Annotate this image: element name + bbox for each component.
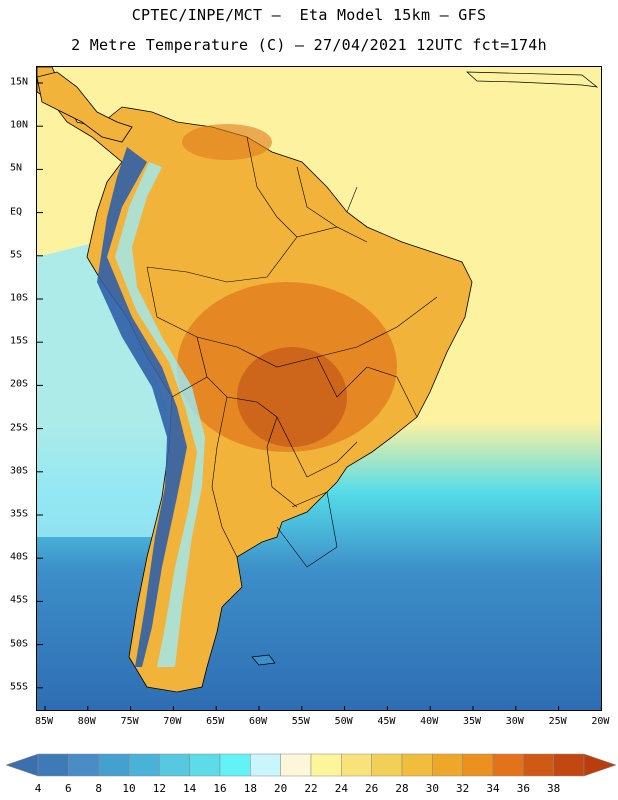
colorbar-label: 38 — [547, 782, 561, 795]
colorbar-label: 14 — [183, 782, 197, 795]
latitude-label: 15S — [10, 335, 29, 347]
colorbar-label: 12 — [152, 782, 166, 795]
colorbar-swatch — [189, 753, 221, 777]
map-title-line-2: 2 Metre Temperature (C) – 27/04/2021 12U… — [71, 36, 547, 54]
latitude-label: 30S — [10, 465, 29, 477]
hottest-core-region — [237, 347, 347, 447]
country-borders — [146, 136, 438, 568]
latitude-label: 5N — [10, 162, 23, 174]
colorbar-label: 28 — [395, 782, 409, 795]
latitude-label: 10N — [10, 119, 29, 131]
colorbar-label: 16 — [213, 782, 227, 795]
colorbar-low-arrow — [5, 753, 39, 777]
colorbar-high-arrow — [583, 753, 617, 777]
latitude-label: 20S — [10, 378, 29, 390]
andes-cold-strip — [97, 147, 187, 667]
pacific-cool-band — [37, 242, 177, 537]
map-canvas — [37, 67, 601, 710]
latitude-label: 25S — [10, 422, 29, 434]
central-america-land — [37, 71, 133, 143]
temperature-map — [36, 66, 602, 711]
colorbar-swatch — [310, 753, 342, 777]
colorbar-swatch — [250, 753, 281, 777]
colorbar-label: 26 — [365, 782, 379, 795]
latitude-label: 50S — [10, 638, 29, 650]
colorbar-swatch — [462, 753, 494, 777]
colorbar-label: 30 — [425, 782, 439, 795]
latitude-label: 5S — [10, 249, 23, 261]
latitude-ticks — [37, 82, 43, 689]
colorbar-label: 6 — [65, 782, 72, 795]
latitude-label: 35S — [10, 508, 29, 520]
colorbar-swatch — [37, 753, 69, 777]
colorbar-swatch — [371, 753, 403, 777]
longitude-label: 20W — [591, 716, 610, 727]
latitude-label: 10S — [10, 292, 29, 304]
colorbar-swatch — [523, 753, 554, 777]
latitude-label: 40S — [10, 551, 29, 563]
colorbar-swatch — [492, 753, 524, 777]
colorbar — [5, 753, 617, 777]
colorbar-swatch — [68, 753, 99, 777]
colorbar-swatch — [432, 753, 463, 777]
colorbar-swatch — [159, 753, 190, 777]
colorbar-swatch — [128, 753, 160, 777]
latitude-label: EQ — [10, 206, 23, 218]
longitude-label: 45W — [377, 716, 396, 727]
colorbar-swatch — [280, 753, 312, 777]
colorbar-swatch — [98, 753, 130, 777]
longitude-label: 35W — [462, 716, 482, 727]
longitude-label: 60W — [248, 716, 268, 727]
colorbar-label: 4 — [34, 782, 42, 795]
colorbar-label: 20 — [274, 782, 288, 795]
caribbean-islands — [466, 71, 599, 88]
northern-hot-region — [182, 124, 272, 160]
colorbar-label: 34 — [486, 782, 500, 795]
longitude-label: 65W — [206, 716, 225, 727]
map-title-line-1: CPTEC/INPE/MCT – Eta Model 15km – GFS — [131, 6, 487, 24]
colorbar-swatch — [219, 753, 251, 777]
longitude-label: 85W — [34, 716, 54, 727]
longitude-label: 30W — [505, 716, 524, 727]
colorbar-swatch — [341, 753, 372, 777]
latitude-label: 45S — [10, 594, 29, 606]
colorbar-swatch — [401, 753, 433, 777]
latitude-label: 15N — [10, 76, 29, 88]
colorbar-label: 22 — [304, 782, 318, 795]
colorbar-label: 10 — [122, 782, 136, 795]
longitude-label: 25W — [548, 716, 567, 727]
colorbar-swatch — [553, 753, 585, 777]
colorbar-label: 24 — [334, 782, 348, 795]
colorbar-label: 18 — [243, 782, 257, 795]
longitude-label: 75W — [120, 716, 139, 727]
andes-light-band — [115, 162, 205, 667]
longitude-label: 40W — [420, 716, 439, 727]
falkland-islands — [251, 654, 276, 666]
longitude-label: 70W — [163, 716, 182, 727]
colorbar-label: 36 — [516, 782, 530, 795]
colorbar-label: 32 — [456, 782, 470, 795]
longitude-label: 55W — [291, 716, 310, 727]
longitude-label: 80W — [77, 716, 96, 727]
longitude-label: 50W — [334, 716, 353, 727]
colorbar-label: 8 — [95, 782, 102, 795]
longitude-ticks — [44, 706, 601, 710]
latitude-label: 55S — [10, 681, 29, 693]
